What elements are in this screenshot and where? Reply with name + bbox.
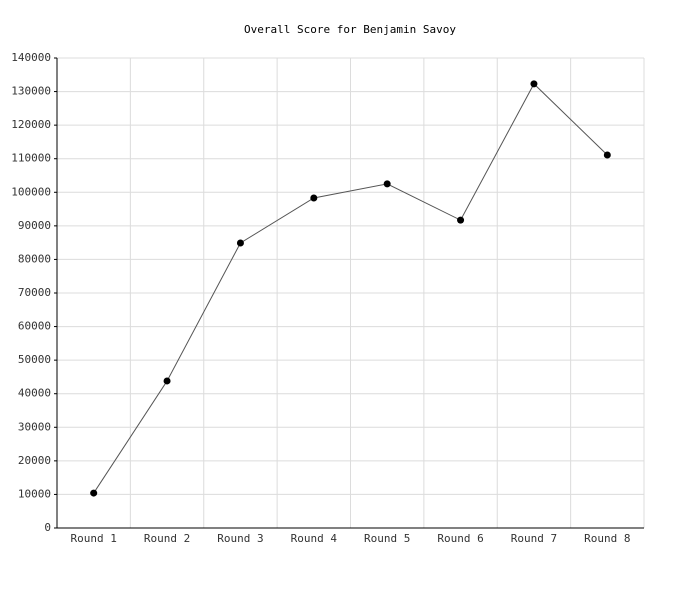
y-tick-label: 70000: [18, 286, 51, 299]
x-tick-label: Round 7: [511, 532, 557, 545]
point: [90, 489, 98, 497]
x-tick-label: Round 3: [217, 532, 263, 545]
y-tick-label: 60000: [18, 320, 51, 333]
y-tick-label: 90000: [18, 219, 51, 232]
point: [457, 216, 465, 224]
x-tick-label: Round 8: [584, 532, 630, 545]
y-tick-label: 140000: [11, 51, 51, 64]
y-tick-label: 120000: [11, 118, 51, 131]
x-tick-label: Round 6: [437, 532, 483, 545]
x-tick-label: Round 5: [364, 532, 410, 545]
y-tick-label: 20000: [18, 454, 51, 467]
y-tick-label: 130000: [11, 85, 51, 98]
x-tick-label: Round 2: [144, 532, 190, 545]
line: [93, 83, 608, 494]
point: [383, 180, 391, 188]
point: [163, 377, 171, 385]
y-tick-label: 30000: [18, 420, 51, 433]
x-tick-label: Round 1: [71, 532, 117, 545]
point: [530, 80, 538, 88]
x-tick-label: Round 4: [291, 532, 338, 545]
y-tick-label: 0: [44, 521, 51, 534]
point: [603, 151, 611, 159]
y-tick-label: 100000: [11, 185, 51, 198]
y-tick-label: 80000: [18, 252, 51, 265]
chart-title: Overall Score for Benjamin Savoy: [244, 23, 456, 36]
y-tick-label: 50000: [18, 353, 51, 366]
y-tick-label: 110000: [11, 152, 51, 165]
point: [310, 194, 318, 202]
y-tick-label: 40000: [18, 387, 51, 400]
y-tick-label: 10000: [18, 487, 51, 500]
point: [236, 239, 244, 247]
